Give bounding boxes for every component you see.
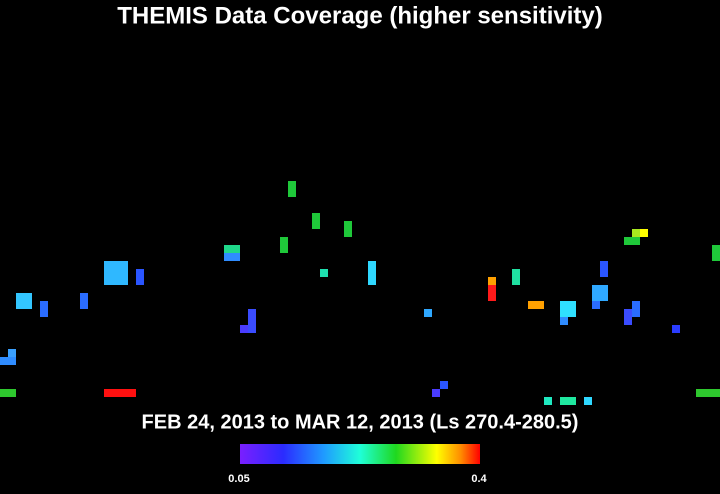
cell [0, 357, 16, 365]
cell [240, 325, 248, 333]
cell [248, 309, 256, 333]
cell [672, 325, 680, 333]
cell [544, 397, 552, 405]
cell [560, 317, 568, 325]
cell [80, 293, 88, 309]
cell [136, 269, 144, 285]
cell [632, 229, 640, 237]
cell [640, 229, 648, 237]
cell [344, 221, 352, 237]
cell [224, 253, 240, 261]
cell [560, 397, 576, 405]
colorbar [240, 444, 480, 464]
cell [600, 261, 608, 277]
date-range: FEB 24, 2013 to MAR 12, 2013 (Ls 270.4-2… [142, 411, 579, 433]
cell [584, 397, 592, 405]
cell [592, 301, 600, 309]
cell [488, 277, 496, 285]
cell [0, 389, 16, 397]
cell [488, 285, 496, 301]
cell [512, 269, 520, 285]
colorbar-min-label: 0.05 [228, 473, 249, 485]
cell [432, 389, 440, 397]
cell [696, 389, 720, 397]
cell [288, 181, 296, 197]
cell [632, 301, 640, 317]
cell [16, 293, 32, 309]
cell [40, 301, 48, 317]
cell [440, 381, 448, 389]
cell [104, 389, 136, 397]
cell [312, 213, 320, 229]
cell [528, 301, 544, 309]
coverage-cells [0, 181, 720, 405]
cell [280, 237, 288, 253]
cell [624, 309, 632, 325]
cell [104, 261, 128, 285]
cell [8, 349, 16, 357]
colorbar-max-label: 0.4 [471, 473, 487, 485]
cell [424, 309, 432, 317]
cell [712, 245, 720, 261]
cell [224, 245, 240, 253]
cell [320, 269, 328, 277]
cell [560, 301, 576, 317]
cell [624, 237, 640, 245]
cell [592, 285, 608, 301]
title: THEMIS Data Coverage (higher sensitivity… [117, 2, 602, 29]
cell [368, 261, 376, 285]
